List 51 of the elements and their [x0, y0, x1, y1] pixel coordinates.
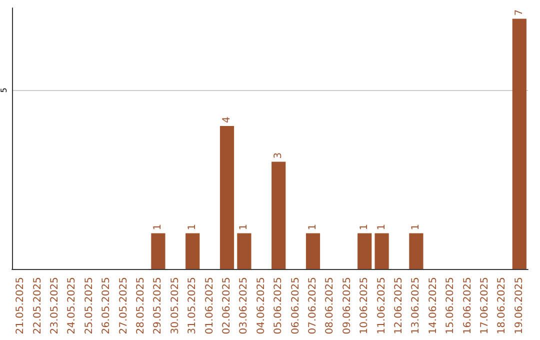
data-label: 1 — [410, 224, 422, 230]
x-tick-label: 23.05.2025 — [50, 277, 60, 334]
x-tick-label: 21.05.2025 — [15, 277, 26, 334]
x-tick-label: 14.06.2025 — [428, 277, 439, 334]
x-tick-label: 19.06.2025 — [514, 277, 525, 334]
y-tick-label: 5 — [0, 88, 8, 93]
bar — [512, 18, 526, 269]
data-label: 1 — [187, 224, 198, 230]
x-tick-label: 29.05.2025 — [152, 277, 164, 334]
bar — [151, 233, 166, 269]
x-tick-label: 22.05.2025 — [32, 277, 44, 334]
bar — [237, 233, 252, 269]
data-label: 1 — [308, 224, 318, 230]
bar — [186, 233, 200, 269]
x-tick-label: 16.06.2025 — [462, 277, 474, 334]
x-tick-label: 12.06.2025 — [394, 277, 404, 334]
x-tick-label: 31.05.2025 — [187, 277, 198, 334]
bar — [374, 233, 389, 269]
bar — [272, 162, 286, 269]
bar — [220, 126, 234, 269]
x-tick-label: 30.05.2025 — [170, 277, 181, 334]
data-label: 7 — [514, 9, 525, 16]
x-tick-label: 02.06.2025 — [222, 277, 232, 334]
data-label: 1 — [376, 224, 388, 230]
data-label: 3 — [273, 152, 284, 159]
x-tick-label: 06.06.2025 — [290, 277, 302, 334]
x-tick-label: 28.05.2025 — [136, 277, 146, 334]
x-tick-label: 04.06.2025 — [256, 277, 267, 334]
x-tick-label: 11.06.2025 — [376, 277, 388, 334]
x-tick-label: 26.05.2025 — [101, 277, 112, 334]
x-tick-label: 08.06.2025 — [324, 277, 336, 334]
data-label: 1 — [238, 224, 250, 230]
x-tick-label: 10.06.2025 — [359, 277, 370, 334]
x-tick-label: 27.05.2025 — [118, 277, 130, 334]
x-tick-label: 13.06.2025 — [410, 277, 422, 334]
data-label: 4 — [222, 116, 232, 123]
x-tick-label: 18.06.2025 — [496, 277, 508, 334]
x-tick-label: 05.06.2025 — [273, 277, 284, 334]
x-tick-label: 01.06.2025 — [204, 277, 216, 334]
x-tick-label: 24.05.2025 — [66, 277, 78, 334]
bar — [409, 233, 424, 269]
x-tick-label: 09.06.2025 — [342, 277, 353, 334]
x-tick-label: 17.06.2025 — [480, 277, 490, 334]
bar — [306, 233, 320, 269]
x-tick-label: 03.06.2025 — [238, 277, 250, 334]
x-tick-label: 07.06.2025 — [308, 277, 318, 334]
x-tick-label: 25.05.2025 — [84, 277, 95, 334]
bar — [358, 233, 372, 269]
data-label: 1 — [359, 224, 370, 230]
data-label: 1 — [152, 224, 164, 230]
x-tick-label: 15.06.2025 — [445, 277, 456, 334]
